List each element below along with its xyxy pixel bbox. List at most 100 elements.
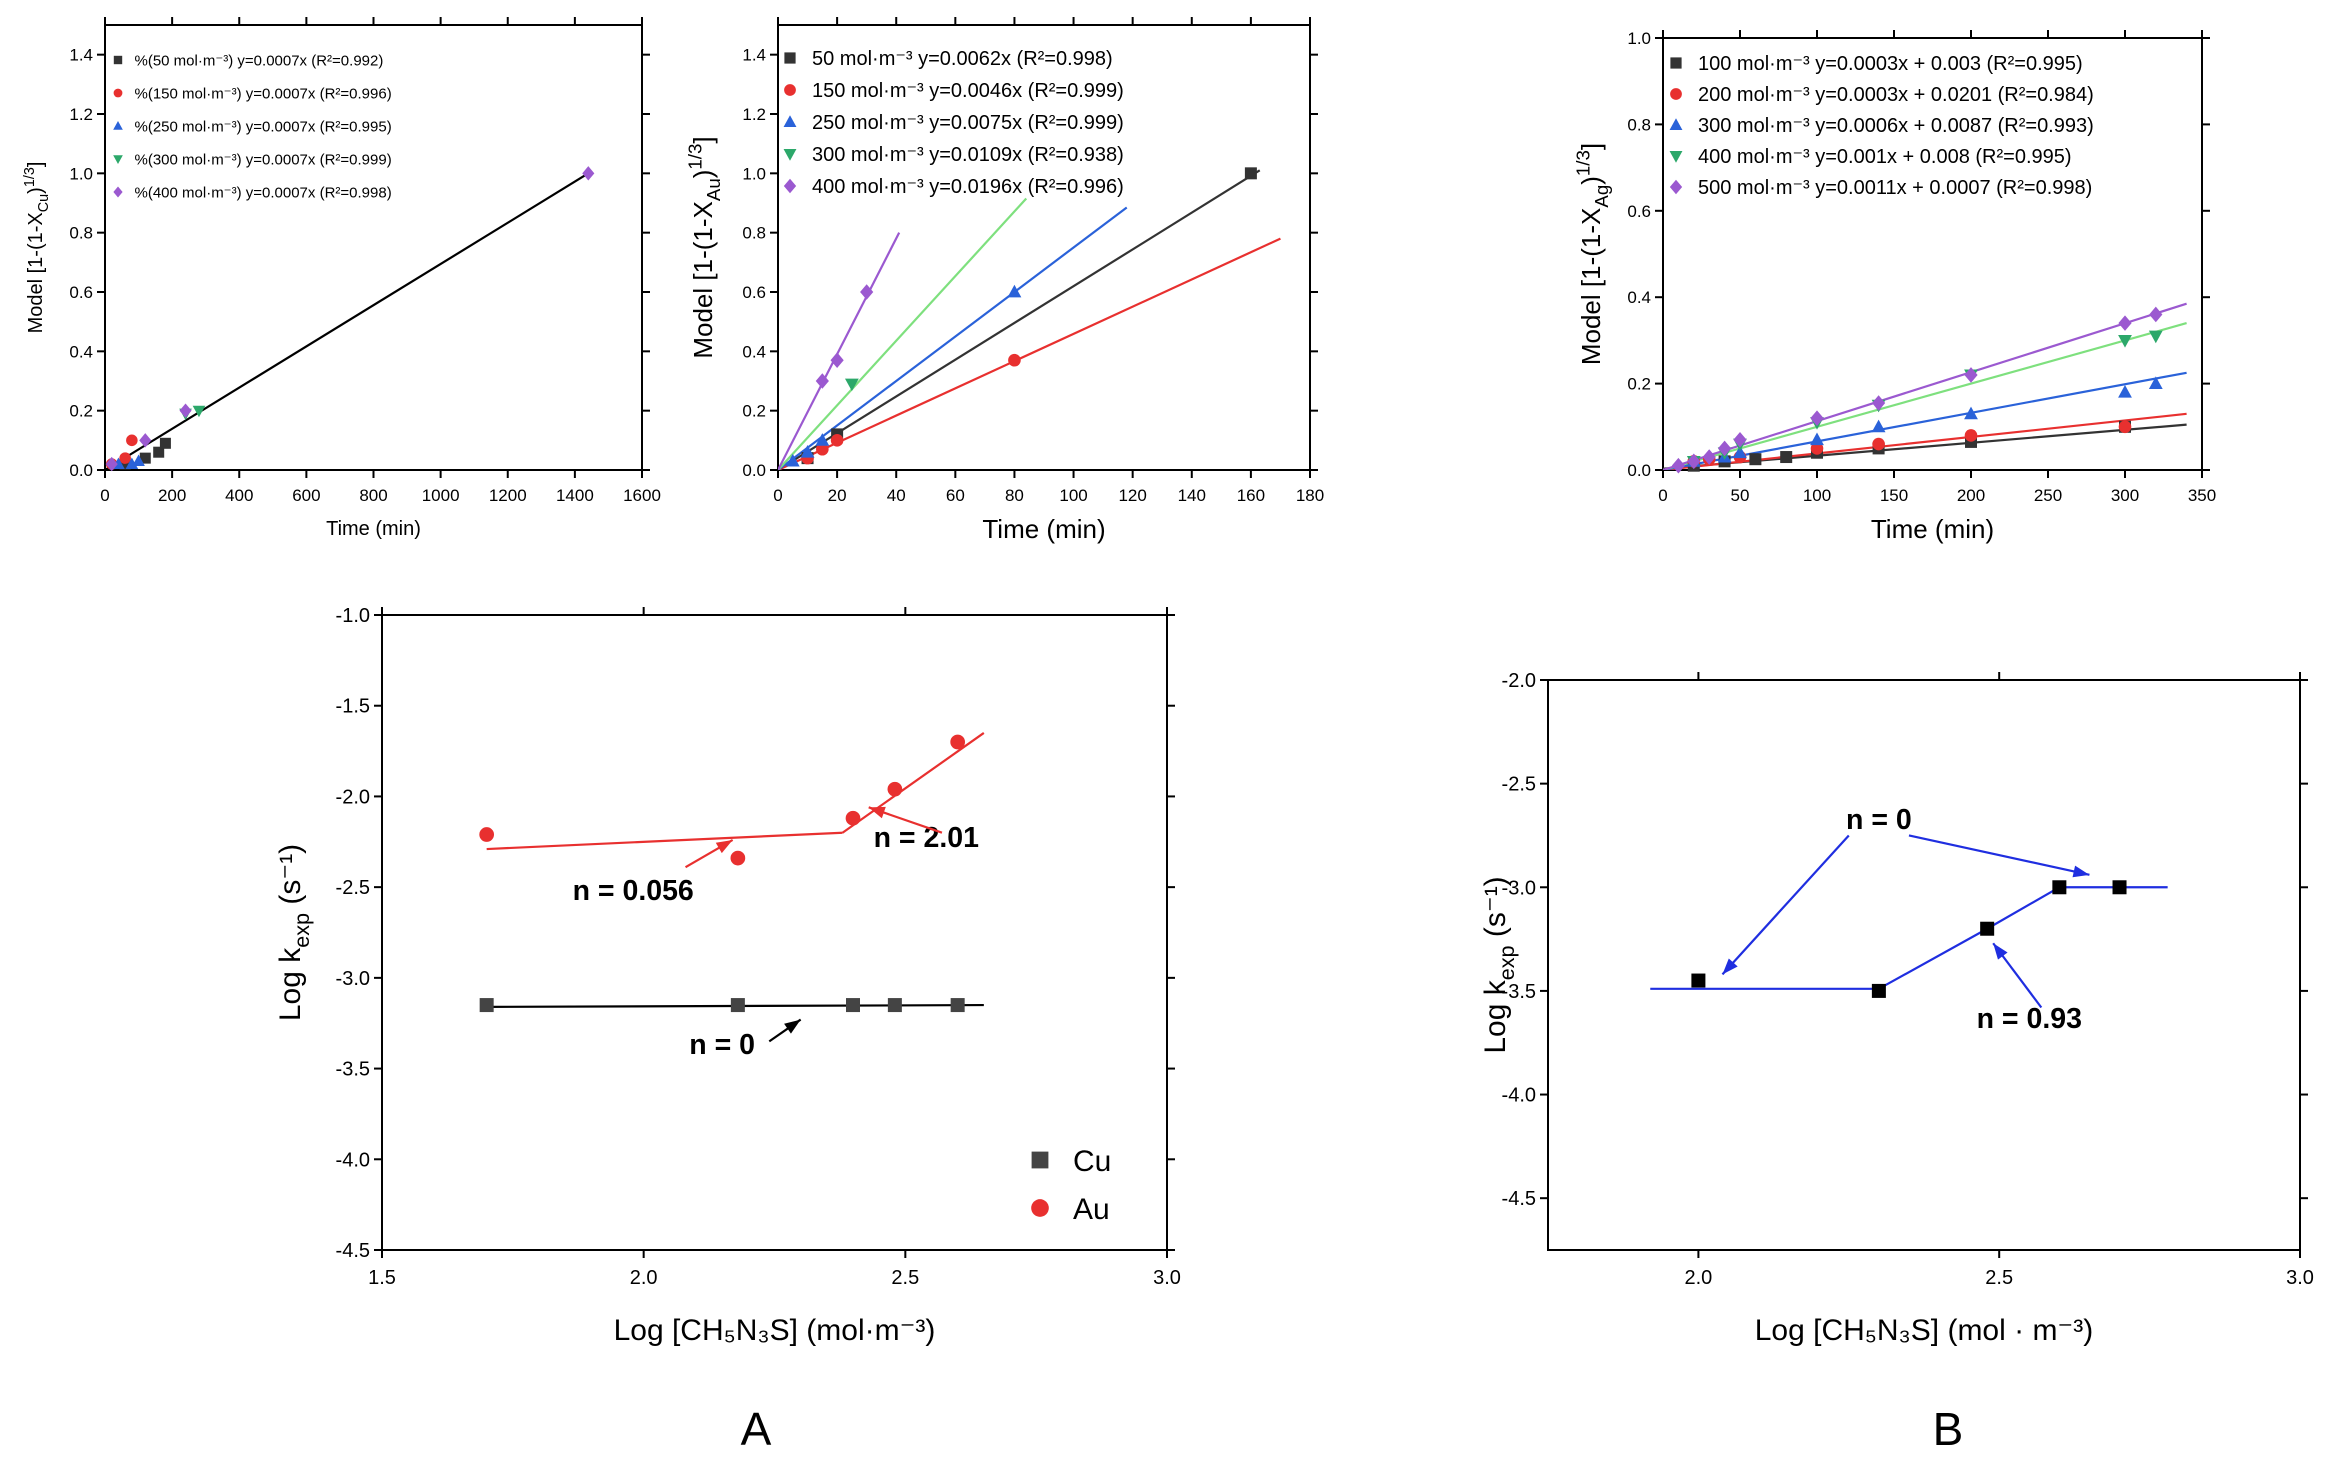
data-point — [800, 445, 815, 458]
legend-label: 300 mol·m⁻³ y=0.0006x + 0.0087 (R²=0.993… — [1698, 115, 2094, 137]
x-tick-label: 3.0 — [2286, 1267, 2314, 1289]
x-tick-label: 80 — [1005, 486, 1024, 505]
annotation-arrow — [1908, 834, 2090, 876]
data-point — [1872, 437, 1885, 451]
y-tick-label: 0.0 — [742, 461, 766, 480]
data-point — [582, 166, 595, 181]
y-tick-label: 0.2 — [1627, 375, 1651, 394]
y-tick-label: -2.0 — [336, 786, 370, 808]
data-point — [730, 850, 746, 866]
x-tick-label: 0 — [100, 486, 109, 505]
legend-label: %(150 mol·m⁻³) y=0.0007x (R²=0.996) — [135, 85, 392, 102]
data-point — [132, 454, 145, 467]
data-point — [179, 403, 192, 418]
x-tick-label: 180 — [1296, 486, 1324, 505]
y-tick-label: 0.6 — [742, 283, 766, 302]
y-tick-label: -3.5 — [336, 1059, 370, 1081]
x-tick-label: 1400 — [556, 486, 594, 505]
legend-label: 50 mol·m⁻³ y=0.0062x (R²=0.998) — [812, 48, 1113, 70]
x-tick-label: 800 — [359, 486, 387, 505]
y-tick-label: 0.0 — [1627, 461, 1651, 480]
y-tick-label: -4.0 — [1502, 1085, 1536, 1107]
y-axis-label: Log kexp (s⁻¹) — [1479, 876, 1519, 1053]
legend-label: Cu — [1073, 1145, 1111, 1178]
chart-au-time-model: 0 20 40 60 80 100 120 140 160 180 0.0 0.2 0.4 0.6 0.8 1… — [685, 17, 1324, 544]
legend-marker — [113, 120, 123, 130]
legend-marker — [784, 84, 796, 96]
y-tick-label: 0.8 — [742, 224, 766, 243]
data-point — [815, 373, 829, 389]
x-tick-label: 2.0 — [630, 1267, 658, 1289]
series-50-mol-m-y-0-0062x-r-0-998 — [801, 167, 1257, 465]
series-500-mol-m-y-0-0011x-0-0007-r-0 — [1671, 306, 2163, 474]
data-point — [139, 452, 151, 464]
annotation-arrow-head — [868, 806, 886, 819]
data-point — [1687, 453, 1701, 470]
plot-frame — [1662, 37, 2203, 471]
data-point — [887, 998, 902, 1013]
legend-marker — [1669, 118, 1683, 131]
series-cu — [479, 998, 965, 1013]
y-tick-label: 1.0 — [69, 164, 93, 183]
y-tick-label: -2.0 — [1502, 670, 1536, 692]
data-point — [2118, 385, 2132, 398]
legend-marker — [783, 115, 797, 128]
data-point — [159, 437, 171, 449]
data-point — [1980, 921, 1995, 936]
y-tick-label: -2.5 — [1502, 774, 1536, 796]
data-point — [1964, 367, 1978, 383]
legend-marker — [1669, 150, 1683, 163]
legend-label: %(50 mol·m⁻³) y=0.0007x (R²=0.992) — [135, 52, 384, 69]
legend-marker — [784, 52, 796, 64]
legend-label: 100 mol·m⁻³ y=0.0003x + 0.003 (R²=0.995) — [1698, 53, 2083, 75]
data-point — [2052, 880, 2067, 895]
x-tick-label: 0 — [1658, 486, 1667, 505]
fit-line-3 — [1663, 322, 2187, 470]
data-point — [2149, 306, 2163, 323]
data-point — [1718, 440, 1732, 457]
chart-ag-time-model: 0 50 100 150 200 250 300 350 0.0 0.2 0.4 0.6 0.8 1.0 T… — [1573, 29, 2217, 544]
data-point — [2148, 330, 2163, 344]
fit-line-1 — [486, 831, 843, 851]
plot-frame — [777, 24, 1311, 471]
data-point — [1244, 167, 1257, 180]
annotation-arrow — [1721, 834, 1850, 976]
legend-label: 400 mol·m⁻³ y=0.001x + 0.008 (R²=0.995) — [1698, 146, 2072, 168]
series-ag — [1691, 880, 2127, 998]
data-point — [844, 378, 859, 392]
data-point — [105, 456, 118, 472]
x-tick-label: 150 — [1880, 486, 1908, 505]
y-axis-label: Log kexp (s⁻¹) — [274, 844, 314, 1021]
x-tick-label: 160 — [1237, 486, 1265, 505]
data-point — [1702, 449, 1716, 465]
panel-label-b: B — [1933, 1403, 1964, 1455]
legend-marker — [113, 55, 123, 65]
data-point — [950, 998, 965, 1013]
legend-label: %(300 mol·m⁻³) y=0.0007x (R²=0.999) — [135, 151, 392, 168]
data-point — [816, 442, 829, 456]
data-point — [1008, 353, 1021, 367]
data-point — [2118, 420, 2132, 434]
y-axis-label: Model [1-(1-XAg)1/3] — [1573, 143, 1612, 365]
data-point — [830, 434, 844, 447]
legend-label: 400 mol·m⁻³ y=0.0196x (R²=0.996) — [812, 176, 1124, 198]
data-point — [845, 810, 861, 826]
x-tick-label: 50 — [1731, 486, 1750, 505]
data-point — [153, 446, 165, 458]
x-axis-label: Time (min) — [326, 518, 421, 540]
x-tick-label: 400 — [225, 486, 253, 505]
legend-label: 150 mol·m⁻³ y=0.0046x (R²=0.999) — [812, 80, 1124, 102]
y-tick-label: 0.4 — [69, 342, 93, 361]
legend-label: 200 mol·m⁻³ y=0.0003x + 0.0201 (R²=0.984… — [1698, 84, 2094, 106]
data-point — [887, 781, 903, 797]
series-300-mol-m-y-0-0109x-r-0-938 — [844, 378, 859, 392]
y-tick-label: -3.0 — [1502, 877, 1536, 899]
data-point — [125, 457, 139, 470]
legend-label: 500 mol·m⁻³ y=0.0011x + 0.0007 (R²=0.998… — [1698, 177, 2092, 199]
annotation-arrow-head — [715, 839, 733, 854]
x-tick-label: 600 — [292, 486, 320, 505]
fit-line-4 — [778, 232, 901, 470]
annotation-arrow-head — [1993, 943, 2008, 960]
series-50-mol-m-y-0-0007x-r-0-992 — [119, 437, 171, 470]
series-400-mol-m-y-0-001x-0-008-r-0-9 — [1686, 330, 2163, 469]
